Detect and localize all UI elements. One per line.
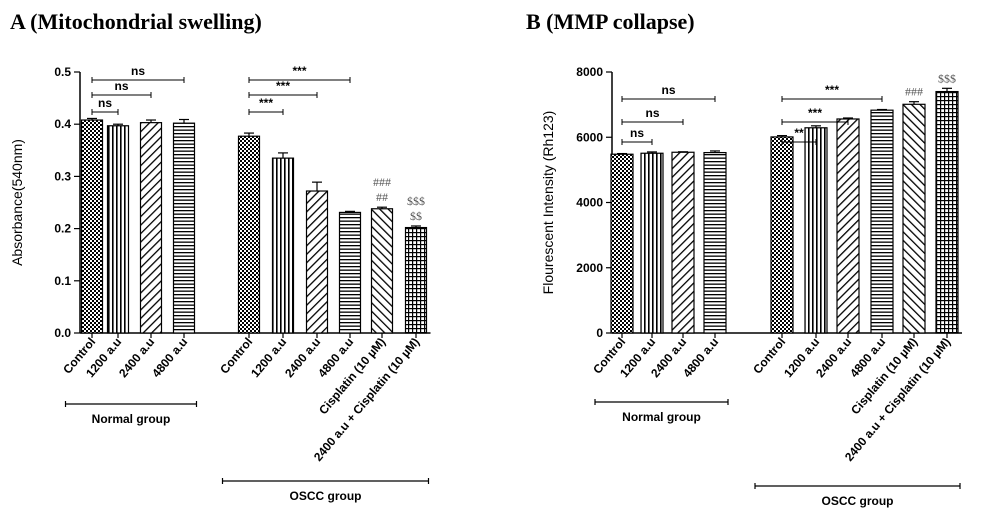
panel-b-bar [836,118,860,334]
panel-a-category-label: 4800 a.u [149,335,190,380]
panel-a-bar [370,208,394,334]
panel-a-bar [305,190,329,334]
panel-a-bar [271,157,295,334]
panel-a-title: A (Mitochondrial swelling) [10,9,262,34]
panel-a-y-tick-label: 0.5 [54,65,71,79]
panel-a-significance-label: ns [131,64,145,78]
panel-a-y-tick-label: 0.2 [54,222,71,236]
panel-a-significance-label: ns [114,79,128,93]
panel-a-bar [106,125,130,334]
panel-b-y-axis-label: Flourescent Intensity (Rh123) [540,111,556,295]
panel-a-bar-symbol: $$$ [407,194,425,208]
panel-b-bar [804,127,828,334]
panel-a-significance-label: ns [98,96,112,110]
panel-a-y-tick-label: 0.4 [54,117,71,131]
panel-b-significance-label: *** [808,106,822,120]
panel-b-bar [870,109,894,334]
panel-b-y-tick-label: 4000 [576,196,603,210]
panel-a-significance-label: *** [276,79,290,93]
panel-a-bar [80,119,104,334]
panel-a-bar-symbol: ## [376,190,388,204]
panel-b-y-tick-label: 8000 [576,65,603,79]
panel-a-category-label: 1200 a.u [248,335,289,380]
panel-b-significance-label: ns [645,106,659,120]
panel-b-bar-symbol: $$$ [938,71,956,85]
panel-b-group-label: OSCC group [822,494,894,508]
panel-a-bar [172,122,196,334]
panel-b-group-label: Normal group [622,410,701,424]
panel-b-y-tick-label: 0 [596,326,603,340]
panel-b-bar [935,90,959,334]
panel-b-bar-symbol: ### [905,85,923,99]
panel-b-bar [610,153,634,334]
panel-b-bar [770,136,794,334]
panel-a-y-tick-label: 0.1 [54,274,71,288]
panel-b-bar [703,151,727,334]
panel-a-y-tick-label: 0.3 [54,169,71,183]
panel-a-chart: 0.00.10.20.30.40.5Absorbance(540nm)Contr… [9,64,431,503]
panel-b-title: B (MMP collapse) [526,9,695,34]
panel-a-y-tick-label: 0.0 [54,326,71,340]
panel-a-bar-symbol: $$ [410,209,422,223]
panel-b-chart: 0 2000 4000 6000 8000 Flourescent Intensity (… [540,65,962,508]
panel-a-y-axis-label: Absorbance(540nm) [9,139,25,266]
panel-a-significance-label: *** [259,96,273,110]
panel-b-bar [902,103,926,334]
panel-a-group-label: Normal group [92,412,171,426]
panel-b-significance-label: ns [661,83,675,97]
panel-a-significance-label: *** [292,64,306,78]
panel-b-y-tick-label: 2000 [576,261,603,275]
panel-b-bar [640,152,664,334]
panel-b-bar [671,151,695,334]
panel-a-bar [338,211,362,334]
panel-a-bar [404,226,428,334]
panel-b-significance-label: ** [794,126,804,140]
panel-a-bar [237,135,261,334]
panel-a-bar [139,122,163,334]
panel-b-y-tick-label: 6000 [576,130,603,144]
panel-a-group-label: OSCC group [290,489,362,503]
panel-b-significance-label: ns [630,126,644,140]
panel-b-significance-label: *** [825,83,839,97]
panel-a-bar-symbol: ### [373,175,391,189]
